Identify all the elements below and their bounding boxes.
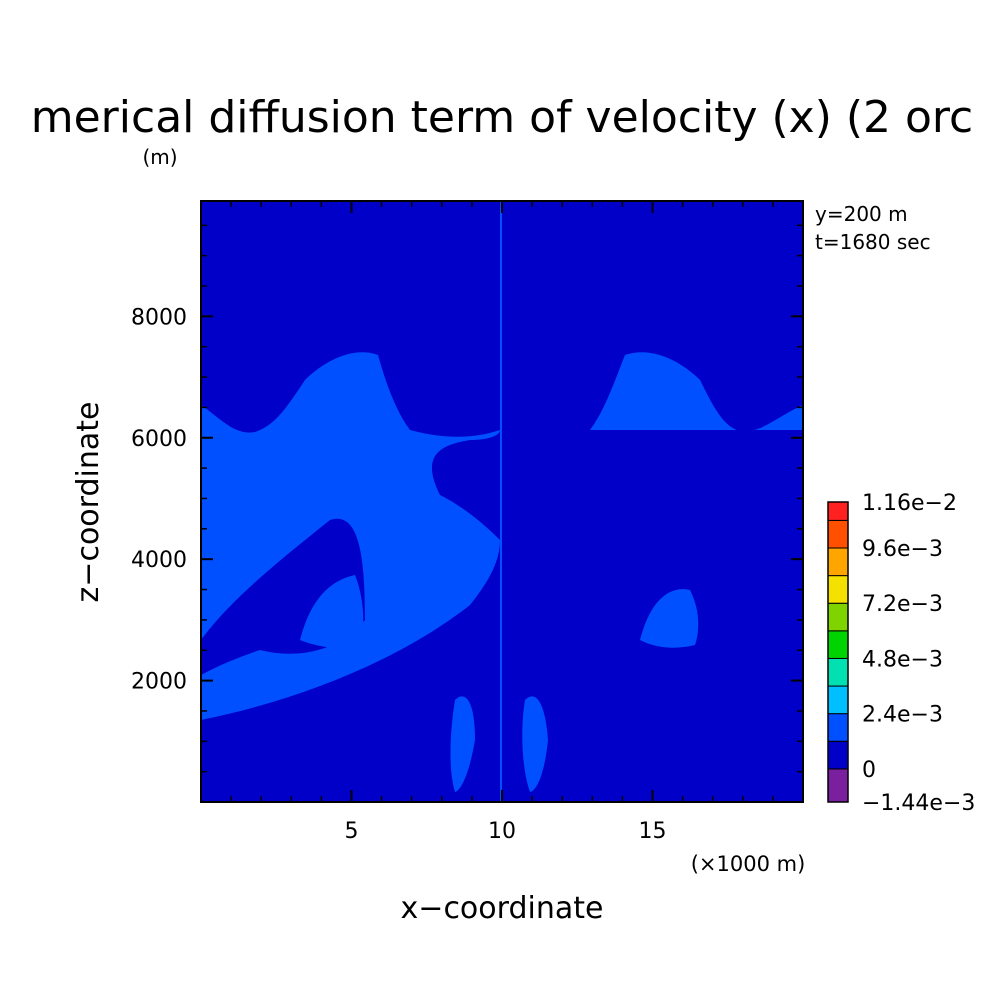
colorbar-segment bbox=[827, 501, 849, 521]
colorbar-label: 9.6e−3 bbox=[862, 537, 943, 562]
colorbar-label: 1.16e−2 bbox=[862, 491, 957, 516]
y-axis-label: z−coordinate bbox=[71, 402, 106, 603]
colorbar-label: −1.44e−3 bbox=[862, 791, 975, 816]
colorbar-label: 7.2e−3 bbox=[862, 592, 943, 617]
colorbar-segment bbox=[827, 657, 849, 687]
colorbar-segment bbox=[827, 740, 849, 770]
contour-region bbox=[201, 730, 481, 773]
axis-ticks: 5 10 15 2000 4000 6000 8000 bbox=[131, 201, 803, 844]
colorbar-segment bbox=[827, 547, 849, 577]
x-tick-label: 10 bbox=[488, 819, 516, 844]
colorbar-label: 4.8e−3 bbox=[862, 647, 943, 672]
contour-region bbox=[640, 589, 699, 648]
contour-regions bbox=[201, 201, 803, 802]
colorbar-segment bbox=[827, 630, 849, 659]
contour-region bbox=[641, 334, 658, 341]
colorbar-segment bbox=[827, 575, 849, 604]
colorbar-label: 2.4e−3 bbox=[862, 703, 943, 728]
contour-region bbox=[450, 696, 475, 792]
contour-region bbox=[201, 201, 500, 437]
x-tick-label: 5 bbox=[345, 819, 359, 844]
colorbar-segment bbox=[827, 713, 849, 742]
colorbar-segment bbox=[827, 519, 849, 549]
colorbar-segment bbox=[827, 768, 849, 803]
y-tick-label: 2000 bbox=[131, 670, 187, 695]
x-tick-label: 15 bbox=[639, 819, 667, 844]
contour-region bbox=[201, 290, 500, 802]
annotation-y-position: y=200 m bbox=[815, 202, 908, 226]
x-axis-label: x−coordinate bbox=[401, 891, 604, 926]
colorbar-label: 0 bbox=[862, 758, 876, 783]
colorbar: 1.16e−2 9.6e−3 7.2e−3 4.8e−3 2.4e−3 0 −1.44e−3 bbox=[827, 491, 975, 816]
chart-title: merical diffusion term of velocity (x) (… bbox=[31, 92, 973, 143]
x-unit-label: (×1000 m) bbox=[691, 852, 806, 876]
colorbar-frame bbox=[827, 501, 849, 803]
colorbar-segment bbox=[827, 685, 849, 715]
plot-area bbox=[201, 201, 803, 802]
y-tick-label: 6000 bbox=[131, 427, 187, 452]
y-unit-label: (m) bbox=[142, 145, 177, 169]
annotation-time: t=1680 sec bbox=[815, 230, 931, 254]
y-tick-label: 4000 bbox=[131, 548, 187, 573]
contour-region bbox=[345, 338, 362, 344]
contour-region bbox=[522, 696, 548, 792]
contour-region bbox=[502, 201, 803, 437]
contour-region bbox=[300, 575, 364, 648]
y-tick-label: 8000 bbox=[131, 305, 187, 330]
contour-region bbox=[519, 731, 803, 775]
colorbar-segment bbox=[827, 602, 849, 632]
